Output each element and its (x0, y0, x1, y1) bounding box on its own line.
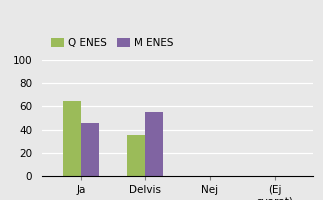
Bar (145, 112, 163, 176)
Bar (81, 123, 99, 176)
Bar (127, 135, 145, 176)
Legend: Q ENES, M ENES: Q ENES, M ENES (47, 34, 178, 52)
Bar (63, 101, 81, 176)
